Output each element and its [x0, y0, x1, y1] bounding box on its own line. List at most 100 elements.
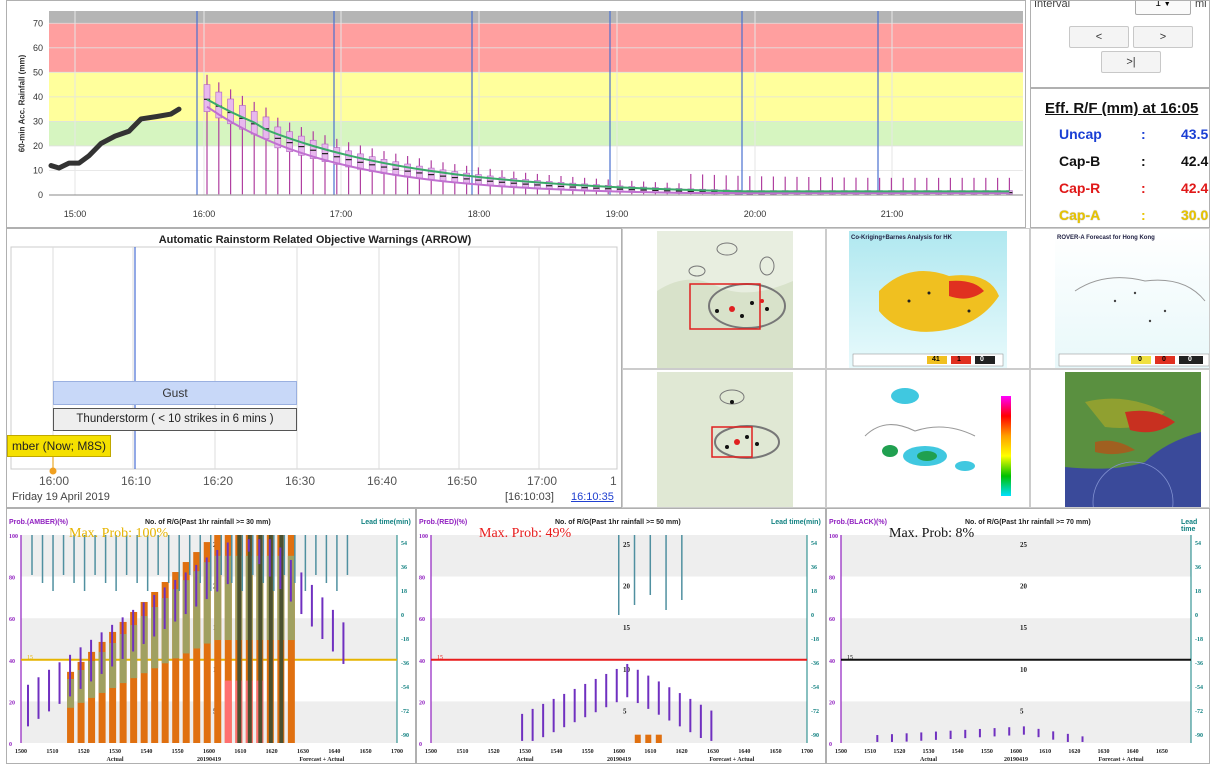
count-bar-olive	[224, 555, 232, 641]
eff-value: 30.0	[1181, 207, 1209, 223]
legend-value: 0	[1188, 356, 1192, 363]
legend-value: 0	[1162, 356, 1166, 363]
cokriging-thumbnail[interactable]: Co-Kriging+Barnes Analysis for HK 41 1 0	[826, 228, 1030, 369]
lead-tick: -54	[401, 685, 409, 691]
count-label: No. of R/G(Past 1hr rainfall >= 70 mm)	[965, 519, 1091, 526]
x-tick: 1700	[391, 749, 403, 755]
prob-panel-black: 100 80 60 40 20 0 25 20 15 10 5 54 36 18 0 -18 -36 -54 -72…	[826, 508, 1210, 764]
prob-tick: 20	[419, 700, 425, 706]
x-axis-label: 20190419	[607, 757, 631, 763]
prob-tick: 80	[9, 576, 15, 582]
lead-tick: -72	[401, 709, 409, 715]
x-tick: 1620	[266, 749, 278, 755]
x-axis-label: 20190419	[1004, 757, 1028, 763]
x-tick: 1600	[613, 749, 625, 755]
rainfall-chart-panel: 0 10 20 30 40 50 60 70 15:00 16:00 17:00 18:00 19:00…	[6, 0, 1026, 228]
rover-title: ROVER-A Forecast for Hong Kong	[1057, 235, 1155, 241]
x-tick: 1610	[1039, 749, 1051, 755]
threshold-label: 15	[437, 655, 443, 661]
chevron-down-icon: ▼	[1163, 1, 1171, 8]
lightning-map-thumbnail-2[interactable]	[622, 369, 826, 508]
x-tick: 1640	[738, 749, 750, 755]
forecast-line-green	[206, 98, 1010, 193]
x-tick: 1610	[644, 749, 656, 755]
prob-tick: 40	[9, 659, 15, 665]
black-band	[49, 11, 1023, 24]
y-tick-label: 20	[33, 141, 43, 151]
count-tick: 10	[1020, 666, 1028, 674]
x-tick: 1550	[582, 749, 594, 755]
x-tick: 1640	[328, 749, 340, 755]
count-bar-olive	[140, 616, 148, 674]
rainfall-map-thumbnail[interactable]	[1030, 369, 1210, 508]
arrow-time-tick: 16:50	[447, 474, 478, 488]
green-band	[49, 121, 1023, 146]
x-axis-label: Forecast + Actual	[299, 757, 344, 763]
arrow-time-tick: 17:00	[527, 474, 558, 488]
threshold-label: 15	[27, 655, 33, 661]
count-label: No. of R/G(Past 1hr rainfall >= 50 mm)	[555, 519, 681, 526]
x-tick: 1540	[550, 749, 562, 755]
box	[380, 159, 388, 174]
prob-panel-amber: 1008060402002520151055436180-18-36-54-72…	[6, 508, 416, 764]
prob-tick: 0	[9, 742, 12, 748]
count-bar-olive	[182, 580, 190, 654]
prob-chart-red: 100 80 60 40 20 0 25 20 1510 5 54 36 18 0 -18 -36 -54 -72…	[419, 534, 819, 763]
prob-band	[841, 576, 1191, 619]
arrow-title: Automatic Rainstorm Related Objective Wa…	[158, 234, 472, 246]
lightning-map-thumbnail[interactable]	[622, 228, 826, 369]
lead-tick: -90	[811, 733, 819, 739]
x-tick: 1650	[770, 749, 782, 755]
x-tick: 1620	[676, 749, 688, 755]
lead-tick: -18	[811, 637, 819, 643]
lead-tick: -54	[1195, 685, 1203, 691]
prob-tick: 80	[829, 576, 835, 582]
x-axis-label: Actual	[517, 757, 534, 763]
gust-bar[interactable]: Gust	[53, 381, 297, 405]
lead-tick: 18	[401, 589, 407, 595]
lead-tick: 0	[401, 613, 404, 619]
x-tick-label: 20:00	[744, 209, 767, 219]
interval-value: 1	[1155, 0, 1161, 9]
next-button[interactable]: >	[1133, 26, 1193, 48]
lead-tick: -18	[1195, 637, 1203, 643]
x-axis-label: 20190419	[197, 757, 221, 763]
x-tick: 1610	[234, 749, 246, 755]
count-bar-dark	[268, 535, 273, 743]
thunderstorm-bar[interactable]: Thunderstorm ( < 10 strikes in 6 mins )	[53, 408, 297, 431]
count-tick: 20	[1020, 583, 1028, 591]
eff-value: 42.4	[1181, 180, 1209, 196]
y-tick-label: 70	[33, 18, 43, 28]
y-tick-label: 60	[33, 43, 43, 53]
x-tick: 1650	[1156, 749, 1168, 755]
lead-time-label: Lead time(min)	[771, 519, 821, 526]
amber-warning-tag[interactable]: mber (Now; M8S)	[7, 435, 112, 457]
rover-forecast-thumbnail[interactable]: ROVER-A Forecast for Hong Kong 0 0 0	[1030, 228, 1210, 369]
count-bar-red	[224, 680, 232, 743]
arrow-time-tick: 1	[610, 474, 617, 488]
count-bar	[645, 734, 652, 743]
count-tick: 20	[623, 583, 631, 591]
x-tick: 1630	[707, 749, 719, 755]
arrow-time-link[interactable]: 16:10:35	[571, 491, 614, 503]
arrow-time-bracket: [16:10:03]	[505, 491, 554, 503]
x-tick: 1640	[1127, 749, 1139, 755]
y-tick-label: 10	[33, 165, 43, 175]
last-button[interactable]: >|	[1101, 51, 1161, 73]
prob-label: Prob.(AMBER)(%)	[9, 519, 69, 526]
x-tick-label: 15:00	[64, 209, 87, 219]
count-bar-dark	[237, 535, 242, 743]
count-bar-olive	[161, 598, 169, 664]
x-tick: 1630	[297, 749, 309, 755]
lead-tick: -54	[811, 685, 819, 691]
lead-tick: -90	[1195, 733, 1203, 739]
x-axis-label: Actual	[107, 757, 124, 763]
x-tick-label: 21:00	[881, 209, 904, 219]
interval-select[interactable]: 1 ▼	[1135, 0, 1191, 15]
prob-panel-red: 100 80 60 40 20 0 25 20 1510 5 54 36 18 0 -18 -36 -54 -72…	[416, 508, 826, 764]
lead-time-label: Lead time(min)	[361, 519, 411, 526]
radar-echo-thumbnail[interactable]	[826, 369, 1030, 508]
count-bar-dark	[258, 535, 263, 743]
prev-button[interactable]: <	[1069, 26, 1129, 48]
eff-name: Uncap	[1059, 126, 1102, 142]
